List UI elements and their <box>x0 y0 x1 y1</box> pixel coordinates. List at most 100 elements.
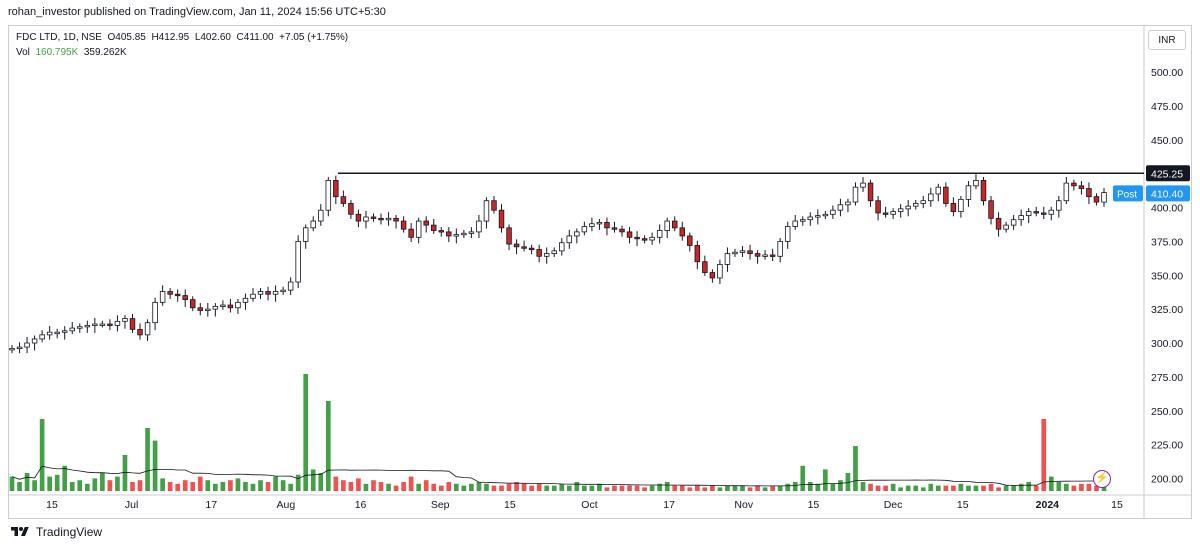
volume-bar <box>589 485 595 491</box>
candle-body <box>506 227 512 245</box>
candle-body <box>739 250 746 253</box>
candle-body <box>747 250 753 254</box>
volume-bar <box>197 476 203 491</box>
candle-body <box>641 238 648 241</box>
volume-bar <box>476 482 482 491</box>
volume-bar <box>273 476 278 491</box>
flash-icon[interactable]: ⚡ <box>1093 470 1111 488</box>
volume-bar <box>100 473 105 491</box>
volume-bar <box>235 478 241 491</box>
candle-body <box>69 327 75 332</box>
volume-bar <box>838 480 843 491</box>
candle-body <box>272 291 279 295</box>
post-badge <box>1113 185 1143 202</box>
candle-body <box>1018 215 1024 221</box>
chart-legend: FDC LTD, 1D, NSE O405.85 H412.95 L402.60… <box>16 30 348 60</box>
candle-body <box>24 342 30 348</box>
post-price-badge <box>1146 185 1190 202</box>
volume-bar <box>137 480 143 491</box>
candle-body <box>205 308 211 312</box>
currency-button[interactable]: INR <box>1148 30 1186 50</box>
volume-bar <box>378 482 384 491</box>
volume-bar <box>363 483 369 491</box>
volume-bar <box>506 483 512 491</box>
volume-bar <box>453 483 459 491</box>
volume-bar <box>627 485 632 491</box>
volume-bar <box>823 469 828 491</box>
candle-body <box>242 297 249 303</box>
volume-bar <box>1101 485 1107 491</box>
candle-body <box>476 220 482 233</box>
candle-body <box>152 301 158 324</box>
volume-bar <box>634 485 640 491</box>
candle-body <box>837 204 844 211</box>
volume-bar <box>1094 485 1099 491</box>
volume-bar <box>280 480 286 491</box>
candle-body <box>777 240 783 257</box>
candle-body <box>348 203 354 215</box>
candle-body <box>732 251 738 255</box>
candle-body <box>596 222 603 225</box>
volume-bar <box>612 485 617 491</box>
candle-body <box>965 185 972 200</box>
volume-bar <box>981 485 986 491</box>
candle-body <box>604 222 610 229</box>
candle-body <box>415 220 422 238</box>
volume-bar <box>1003 485 1009 491</box>
volume-bar <box>408 476 414 491</box>
volume-bar <box>521 483 527 491</box>
volume-bar <box>868 483 873 491</box>
volume-bar <box>928 483 934 491</box>
candle-body <box>220 304 226 307</box>
candle-body <box>528 247 535 251</box>
candle-body <box>762 254 768 257</box>
candle-body <box>897 208 904 212</box>
volume-bar <box>393 485 399 491</box>
candle-body <box>559 242 565 252</box>
volume-bar <box>913 485 919 491</box>
volume-bar <box>890 483 896 491</box>
candle-body <box>1025 211 1032 217</box>
volume-bar <box>318 473 324 491</box>
volume-bar <box>438 485 444 491</box>
y-tick-label: 475.00 <box>1151 101 1183 113</box>
x-tick-label: 17 <box>205 499 217 511</box>
y-tick-label: 400.00 <box>1151 203 1183 215</box>
volume-bar <box>356 478 361 491</box>
volume-bar <box>152 440 158 491</box>
volume-bar <box>341 480 346 491</box>
candle-body <box>227 304 234 309</box>
footer-brand[interactable]: TradingView <box>10 522 102 542</box>
volume-bar <box>24 473 30 491</box>
volume-bar <box>228 480 233 491</box>
volume-bar <box>205 480 211 491</box>
x-tick-label: 17 <box>663 499 675 511</box>
candle-body <box>483 200 490 222</box>
candle-body <box>212 306 219 310</box>
post-price-label: 410.40 <box>1151 188 1183 200</box>
candle-body <box>144 322 151 336</box>
volume-bar <box>574 482 580 491</box>
candle-body <box>498 209 505 229</box>
legend-vol-value: 160.795K <box>35 47 79 58</box>
volume-bar <box>167 482 173 491</box>
candle-body <box>724 253 731 265</box>
candle-body <box>99 323 106 326</box>
candle-body <box>1041 212 1047 215</box>
volume-bar <box>9 476 15 491</box>
x-tick-label: Aug <box>277 499 296 511</box>
volume-bar <box>1026 482 1032 491</box>
volume-bar <box>115 476 120 491</box>
candle-body <box>935 186 942 195</box>
candle-body <box>800 219 806 222</box>
candle-body <box>995 217 1002 230</box>
candle-body <box>385 217 392 221</box>
candle-body <box>438 230 445 233</box>
candle-body <box>815 215 821 218</box>
volume-bar <box>250 483 256 491</box>
volume-bar <box>145 428 150 491</box>
candle-body <box>709 272 716 279</box>
volume-bar <box>220 482 226 491</box>
candle-body <box>1056 200 1062 211</box>
